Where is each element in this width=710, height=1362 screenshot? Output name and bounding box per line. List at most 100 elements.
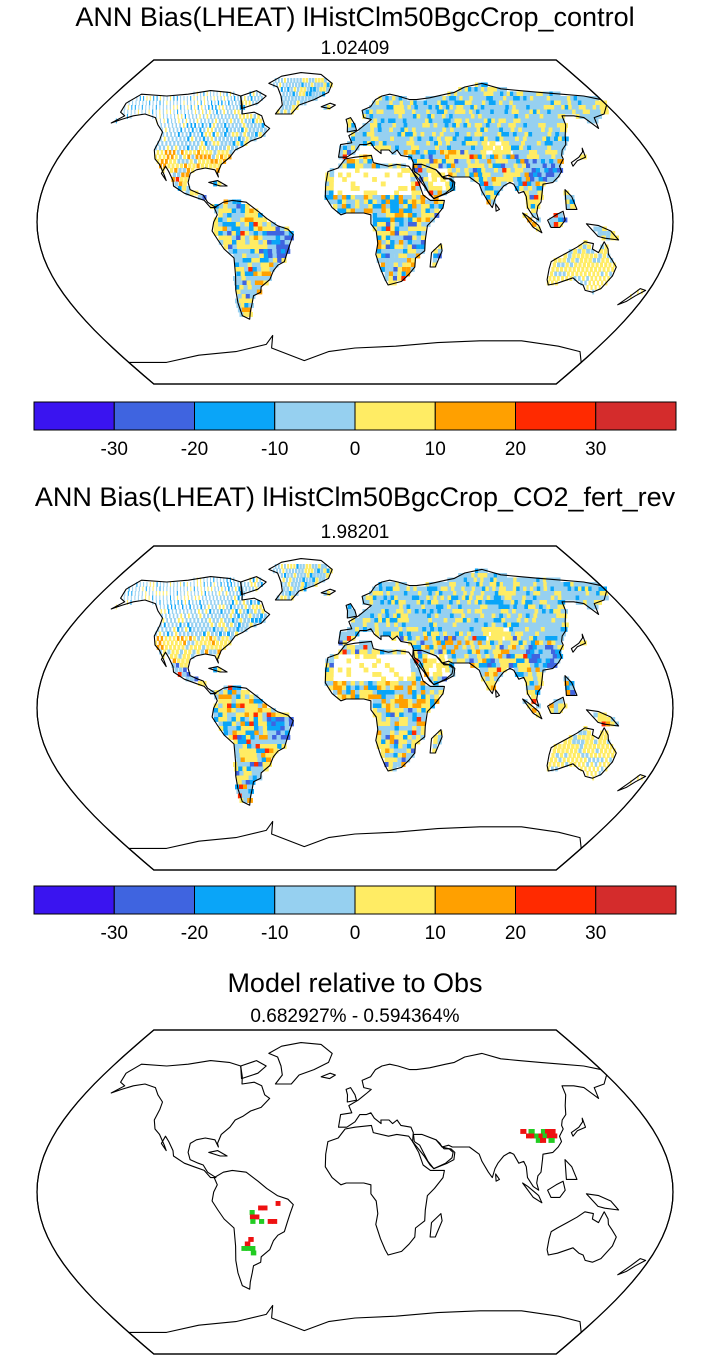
grid-cell [534, 663, 541, 668]
grid-cell [152, 109, 154, 115]
grid-cell [547, 640, 554, 646]
grid-cell [461, 172, 467, 178]
grid-cell [543, 154, 550, 160]
grid-cell [385, 726, 391, 731]
grid-cell [582, 244, 587, 250]
grid-cell [452, 150, 458, 155]
grid-cell [389, 249, 395, 254]
grid-cell [489, 600, 496, 605]
grid-cell [424, 618, 430, 623]
grid-cell [346, 694, 351, 700]
grid-cell [581, 735, 586, 740]
grid-cell [295, 577, 299, 583]
grid-cell [497, 186, 504, 191]
grid-cell [487, 645, 493, 650]
grid-cell [398, 186, 404, 191]
grid-cell [561, 762, 564, 767]
grid-cell [495, 145, 501, 151]
grid-cell [302, 577, 305, 583]
grid-cell [384, 600, 389, 605]
grid-cell [235, 267, 241, 272]
grid-cell [287, 595, 291, 601]
grid-cell [166, 591, 168, 596]
grid-cell [339, 631, 344, 637]
grid-cell [244, 141, 248, 146]
grid-cell [372, 690, 378, 695]
grid-cell [215, 631, 218, 637]
grid-cell [449, 141, 456, 146]
grid-cell [587, 748, 591, 754]
grid-cell [458, 645, 464, 650]
grid-cell [382, 618, 387, 623]
grid-cell [569, 199, 575, 205]
grid-cell [407, 636, 413, 641]
grid-cell [429, 136, 435, 142]
grid-cell [222, 622, 225, 628]
grid-cell [337, 681, 343, 686]
grid-cell [482, 132, 489, 137]
grid-cell [378, 136, 384, 142]
grid-cell [489, 190, 496, 196]
grid-cell [403, 631, 408, 637]
grid-cell [203, 145, 206, 151]
grid-cell [190, 586, 192, 592]
grid-cell [525, 141, 532, 146]
grid-cell [381, 676, 386, 682]
grid-cell [207, 604, 210, 610]
grid-cell [514, 640, 521, 646]
grid-cell [411, 249, 417, 254]
grid-cell [606, 721, 611, 727]
grid-cell [416, 204, 422, 209]
grid-cell [425, 163, 432, 169]
grid-cell [210, 577, 211, 583]
grid-cell [284, 235, 290, 241]
grid-cell [257, 609, 261, 614]
grid-cell [292, 577, 295, 583]
grid-cell [213, 150, 217, 155]
grid-cell [184, 114, 186, 119]
grid-cell [398, 726, 404, 731]
grid-cell [232, 690, 237, 695]
grid-cell [196, 604, 199, 610]
grid-cell [453, 577, 460, 583]
grid-cell [337, 208, 343, 214]
grid-cell [221, 100, 223, 106]
grid-cell [271, 730, 277, 736]
grid-cell [563, 676, 570, 682]
grid-cell [534, 177, 541, 182]
grid-cell [240, 141, 244, 146]
grid-cell [363, 172, 369, 178]
grid-cell [390, 141, 396, 146]
grid-cell [258, 244, 264, 250]
grid-cell [194, 123, 196, 128]
grid-cell [200, 577, 202, 583]
grid-cell [435, 96, 442, 101]
grid-cell [231, 699, 237, 704]
grid-cell [417, 645, 423, 650]
grid-cell [433, 109, 439, 115]
grid-cell [359, 163, 364, 169]
grid-cell [420, 586, 426, 592]
grid-cell [536, 226, 541, 232]
grid-cell [451, 132, 457, 137]
grid-cell [433, 249, 438, 254]
grid-cell [418, 654, 424, 659]
grid-cell [539, 132, 547, 137]
grid-cell [477, 172, 484, 178]
grid-cell [275, 721, 281, 727]
grid-cell [227, 235, 233, 241]
grid-cell [552, 127, 560, 133]
grid-cell [159, 604, 161, 610]
grid-cell [237, 136, 241, 142]
grid-cell [589, 253, 594, 259]
grid-cell [562, 258, 566, 263]
grid-cell [520, 658, 527, 664]
grid-cell [365, 109, 370, 115]
grid-cell [403, 717, 409, 722]
grid-cell [261, 123, 265, 128]
grid-cell [171, 622, 174, 628]
grid-cell [227, 96, 229, 101]
grid-cell [380, 114, 385, 119]
grid-cell [512, 645, 518, 650]
grid-cell [398, 600, 404, 605]
